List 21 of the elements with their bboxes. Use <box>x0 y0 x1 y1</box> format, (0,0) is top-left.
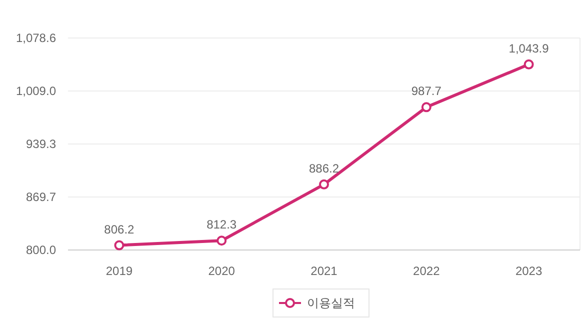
x-tick-label: 2021 <box>310 264 338 278</box>
point <box>114 240 124 250</box>
data-label: 987.7 <box>411 84 442 98</box>
data-label: 812.3 <box>206 218 237 232</box>
x-tick-label: 2023 <box>515 264 542 278</box>
y-tick-label: 1,078.6 <box>16 31 56 45</box>
y-tick-label: 800.0 <box>26 243 56 257</box>
point <box>421 102 432 112</box>
x-tick-label: 2019 <box>106 264 133 278</box>
y-tick-label: 1,009.0 <box>16 84 56 98</box>
point <box>524 59 534 70</box>
legend-label: 이용실적 <box>307 296 355 310</box>
x-tick-label: 2020 <box>208 264 236 278</box>
data-label: 1,043.9 <box>508 41 550 56</box>
y-tick-label: 869.7 <box>26 190 56 204</box>
data-label: 886.2 <box>308 161 340 176</box>
point <box>216 236 227 246</box>
data-label: 806.2 <box>104 222 135 236</box>
point <box>319 179 329 190</box>
y-tick-label: 939.3 <box>26 137 56 151</box>
x-tick-label: 2022 <box>413 264 440 278</box>
